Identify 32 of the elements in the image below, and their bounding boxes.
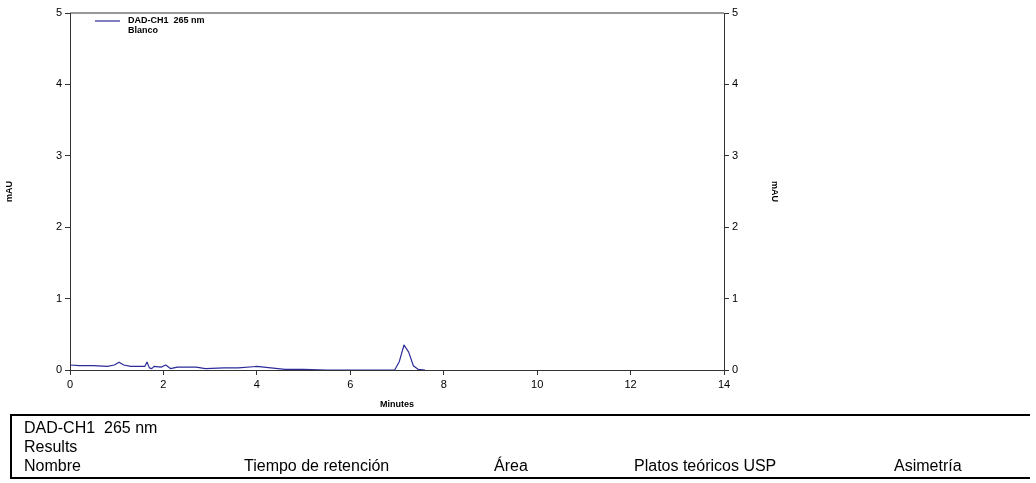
y2-axis-title: mAU <box>770 180 781 203</box>
y-tick-label: 4 <box>55 77 62 90</box>
y2-tick-label: 5 <box>732 6 739 19</box>
y2-tick-label: 1 <box>732 291 739 304</box>
x-tick-label: 14 <box>717 377 731 390</box>
y2-tick-label: 0 <box>732 363 739 376</box>
x-tick-label: 6 <box>347 377 354 390</box>
x-tick-label: 12 <box>624 377 637 390</box>
x-tick-label: 4 <box>253 377 260 390</box>
text: Nombre <box>24 457 81 474</box>
text: Platos teóricos USP <box>634 457 777 474</box>
text: Asimetría <box>894 457 962 474</box>
y-tick-label: 0 <box>55 363 62 376</box>
y-tick-label: 5 <box>55 6 62 19</box>
legend-title: DAD-CH1 265 nm <box>128 15 205 26</box>
y-axis-title: mAU <box>3 180 14 203</box>
x-tick-label: 8 <box>440 377 447 390</box>
y-tick-label: 2 <box>55 220 62 233</box>
x-axis-title: Minutes <box>379 399 415 410</box>
x-tick-label: 10 <box>531 377 544 390</box>
y-tick-label: 1 <box>55 291 62 304</box>
x-tick-label: 2 <box>160 377 167 390</box>
text: Blanco <box>128 25 159 36</box>
text: Área <box>494 457 528 474</box>
y2-tick-label: 4 <box>732 77 739 90</box>
y2-tick-label: 3 <box>732 148 739 161</box>
text: Results <box>24 438 78 455</box>
y-tick-label: 3 <box>55 148 62 161</box>
text: Tiempo de retención <box>244 457 390 474</box>
x-tick-label: 0 <box>66 377 74 390</box>
text: DAD-CH1 265 nm <box>24 419 158 436</box>
y2-tick-label: 2 <box>732 220 739 233</box>
